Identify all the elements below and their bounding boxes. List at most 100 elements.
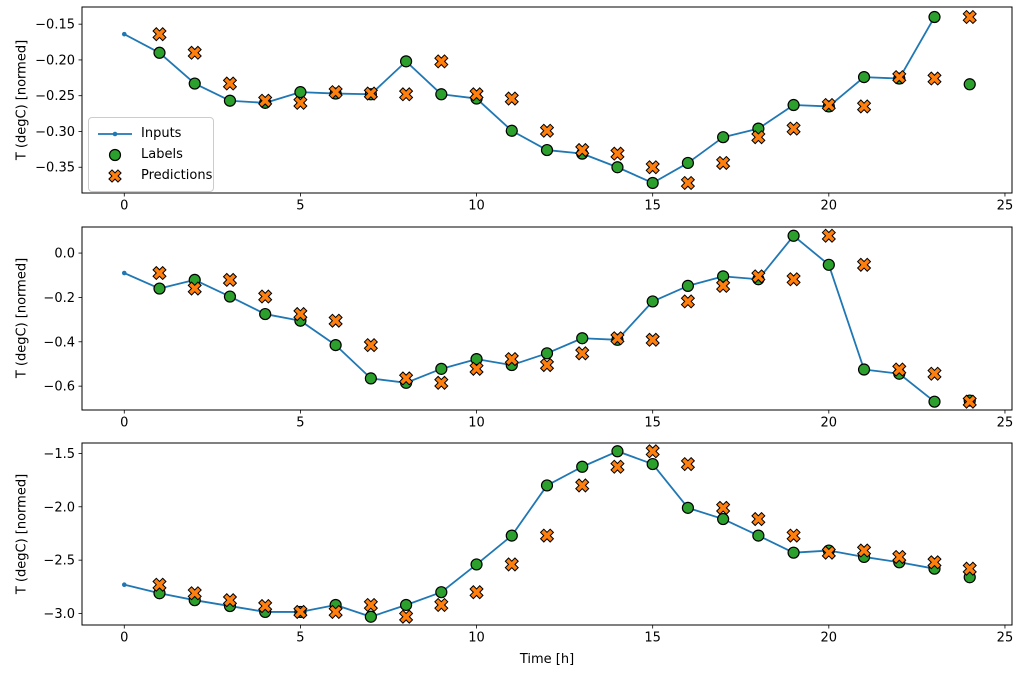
predictions-marker [575, 142, 590, 158]
labels-marker [223, 290, 237, 303]
predictions-marker [469, 361, 484, 376]
labels-marker [435, 586, 448, 599]
predictions-marker [892, 69, 907, 85]
legend-item-labels: Labels [96, 144, 205, 165]
predictions-marker [927, 366, 942, 381]
y-tick-label: −0.6 [43, 380, 75, 395]
predictions-marker [328, 84, 343, 100]
predictions-marker [751, 269, 766, 284]
x-tick-label: 15 [644, 199, 661, 214]
predictions-marker [821, 228, 836, 243]
labels-marker [681, 501, 695, 514]
labels-marker [611, 161, 624, 174]
labels-marker [399, 55, 413, 68]
predictions-marker [504, 557, 519, 572]
x-axis-label: Time [h] [519, 652, 575, 667]
inputs-point-marker [121, 270, 127, 276]
labels-marker-glyph [108, 148, 122, 161]
labels-marker [364, 372, 377, 385]
y-tick-label: −0.35 [35, 161, 75, 176]
subplot-1: 0 5 10 15 20 25 −0.15 −0.20 −0.25 −0.30 −0.35 [35, 6, 1014, 214]
predictions-marker [187, 281, 202, 296]
y-tick-label: 0.0 [54, 247, 75, 262]
y-tick-label: −0.20 [35, 53, 75, 68]
predictions-marker [398, 609, 414, 624]
y-axis-label-subplot-1: T (degC) [normed] [14, 39, 30, 161]
labels-marker [576, 460, 589, 473]
predictions-marker [434, 597, 449, 613]
y-tick-label: −0.30 [35, 125, 75, 140]
labels-marker [787, 98, 800, 112]
predictions-marker [258, 289, 273, 304]
predictions-marker [962, 561, 977, 576]
labels-marker [505, 529, 518, 542]
predictions-marker [328, 313, 343, 328]
predictions-marker [680, 294, 696, 309]
x-tick-label: 15 [644, 416, 661, 431]
labels-marker [329, 339, 342, 352]
labels-marker [435, 88, 448, 101]
labels-marker [717, 131, 730, 144]
predictions-marker [187, 45, 202, 60]
axes-frame [81, 6, 1013, 194]
x-tick-label: 5 [296, 631, 304, 646]
labels-marker [470, 558, 483, 571]
predictions-marker-glyph [108, 168, 122, 183]
predictions-marker [539, 357, 555, 373]
predictions-marker [434, 54, 449, 69]
predictions-marker [539, 528, 555, 543]
predictions-marker [539, 123, 555, 138]
predictions-marker [469, 87, 484, 102]
labels-marker [787, 229, 800, 242]
labels-marker [294, 86, 307, 99]
predictions-marker [504, 351, 519, 367]
x-tick-label: 10 [468, 416, 485, 431]
labels-marker [928, 10, 941, 24]
predictions-marker [892, 549, 907, 565]
predictions-marker [856, 257, 872, 272]
y-tick-label: −0.4 [43, 335, 75, 350]
axes-frame [81, 226, 1013, 411]
predictions-marker [363, 597, 379, 613]
predictions-marker [821, 545, 836, 560]
legend-label-inputs: Inputs [141, 126, 182, 141]
labels-marker [822, 258, 835, 271]
predictions-marker [610, 459, 625, 474]
labels-marker [681, 279, 695, 292]
predictions-marker [892, 362, 907, 377]
predictions-marker [469, 585, 484, 600]
subplot-2: 0 5 10 15 20 25 0.0 −0.2 −0.4 −0.6 [43, 226, 1013, 431]
labels-marker [540, 479, 554, 492]
inputs-line-sample-icon [98, 131, 132, 136]
x-tick-label: 20 [821, 416, 838, 431]
labels-marker [717, 270, 730, 283]
labels-marker [646, 295, 659, 308]
y-tick-label: −0.25 [35, 89, 75, 104]
labels-marker [540, 347, 554, 360]
predictions-marker [258, 598, 273, 614]
predictions-marker [927, 71, 942, 86]
y-tick-label: −2.5 [43, 554, 75, 569]
labels-marker [505, 124, 518, 137]
legend-item-inputs: Inputs [96, 123, 205, 144]
predictions-marker [962, 9, 977, 25]
predictions-marker [152, 27, 167, 42]
labels-marker [857, 71, 871, 84]
x-tick-label: 0 [120, 631, 128, 646]
labels-marker [717, 512, 730, 526]
inputs-line [124, 450, 935, 618]
predictions-marker [715, 500, 731, 515]
labels-marker [576, 332, 589, 345]
labels-marker [963, 78, 976, 91]
inputs-line [123, 234, 936, 403]
legend: Inputs Labels Predictions [88, 117, 214, 192]
predictions-marker [398, 371, 414, 386]
x-tick-label: 10 [468, 199, 485, 214]
y-tick-label: −2.0 [43, 500, 75, 515]
x-tick-label: 25 [997, 199, 1014, 214]
labels-marker [399, 598, 413, 612]
predictions-marker [504, 91, 519, 106]
predictions-marker [363, 337, 379, 353]
predictions-marker-sample-icon [108, 168, 122, 183]
x-tick-label: 20 [821, 199, 838, 214]
